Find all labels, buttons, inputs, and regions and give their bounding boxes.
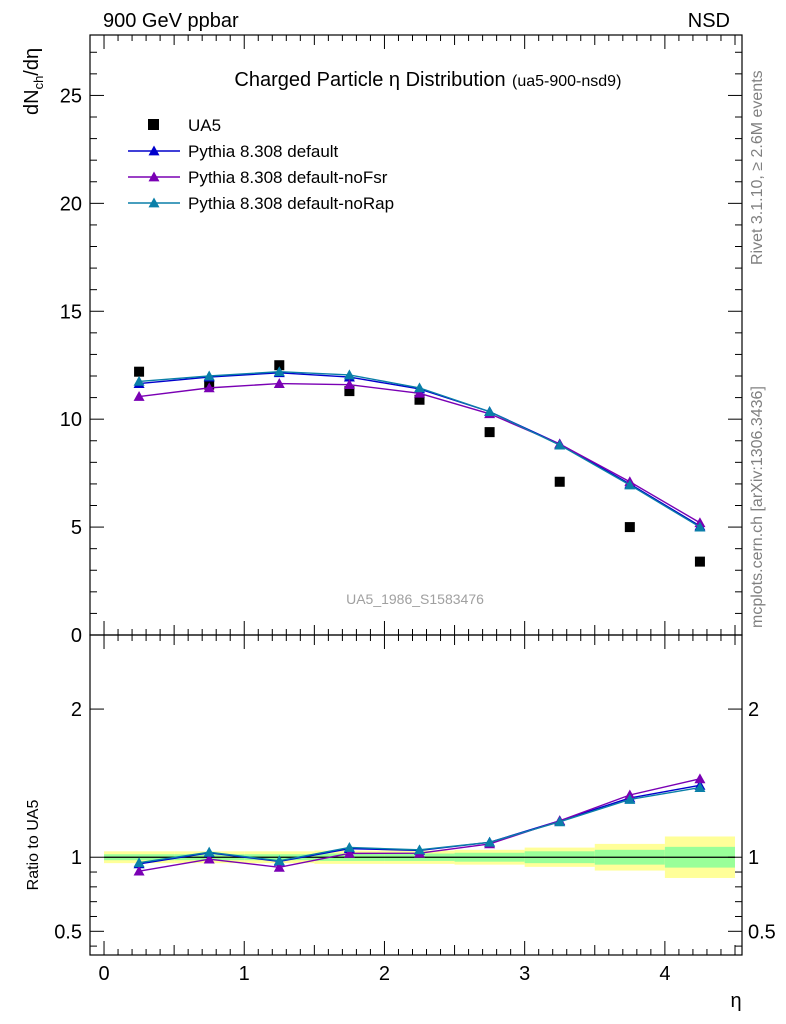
ratio-point-1 (343, 847, 355, 858)
main-axes: 0 5 10 15 20 25 (60, 34, 743, 647)
series-point-2 (273, 378, 285, 388)
mcplots-label: mcplots.cern.ch [arXiv:1306.3436] (749, 386, 766, 628)
ratio-y-tick-label-right: 1 (748, 847, 759, 869)
series-point-3 (484, 406, 496, 417)
series-point-3 (694, 521, 706, 532)
main-y-tick-label: 10 (60, 409, 82, 431)
legend-marker (148, 171, 160, 182)
legend-label: Pythia 8.308 default (188, 142, 339, 161)
ratio-y-tick-label-right: 2 (748, 699, 759, 721)
legend-label: Pythia 8.308 default-noFsr (188, 168, 388, 187)
series-point-2 (203, 382, 215, 393)
legend-label: UA5 (188, 116, 221, 135)
ratio-point-1 (273, 861, 285, 872)
plot-subtitle: (ua5-900-nsd9) (512, 73, 621, 90)
rivet-label: Rivet 3.1.10, ≥ 2.6M events (749, 70, 766, 265)
ratio-point-1 (133, 865, 145, 876)
ratio-point-2 (694, 782, 706, 792)
x-axis-label: η (730, 990, 741, 1012)
ratio-point-2 (133, 857, 145, 868)
ratio-point-2 (484, 836, 496, 847)
ratio-point-1 (694, 773, 706, 784)
ylabel-main: dN (21, 89, 43, 115)
ua5-point (274, 360, 285, 371)
ua5-point (414, 394, 425, 405)
ratio-series-layer (133, 773, 706, 876)
ratio-point-2 (554, 816, 566, 827)
ratio-point-2 (203, 846, 215, 857)
series-point-3 (343, 369, 355, 380)
ratio-frame (89, 634, 743, 956)
series-point-3 (203, 370, 215, 381)
ua5-point (624, 522, 635, 533)
ratio-y-axis-label: Ratio to UA5 (25, 800, 42, 891)
ratio-point-2 (414, 844, 426, 855)
series-point-2 (133, 391, 145, 401)
plot-title: Charged Particle η Distribution (234, 69, 505, 91)
ua5-point (554, 476, 565, 487)
main-y-tick-label: 20 (60, 193, 82, 215)
x-tick-label: 3 (519, 963, 530, 985)
ua5-point (344, 386, 355, 397)
x-tick-label: 4 (659, 963, 670, 985)
main-y-tick-label: 15 (60, 301, 82, 323)
main-y-tick-label: 25 (60, 85, 82, 107)
watermark: UA5_1986_S1583476 (346, 591, 484, 607)
header-left: 900 GeV ppbar (103, 10, 239, 32)
series-point-3 (133, 375, 145, 386)
main-y-tick-label: 5 (71, 517, 82, 539)
ratio-plot: 0.5 0.5 1 1 2 2 0 1 2 3 4 Ratio to UA5 η (25, 634, 776, 1012)
legend-marker (148, 197, 160, 208)
series-point-3 (414, 382, 426, 393)
x-tick-label: 2 (379, 963, 390, 985)
main-series-layer (133, 360, 706, 567)
ylabel-tail: /dη (21, 48, 43, 76)
ua5-point (694, 556, 705, 567)
y-axis-label-main: dNch/dη (21, 48, 46, 115)
legend-marker-ua5 (148, 119, 159, 130)
series-point-2 (343, 379, 355, 390)
ratio-y-tick-label: 0.5 (54, 921, 82, 943)
ua5-point (484, 427, 495, 438)
legend: UA5 Pythia 8.308 default Pythia 8.308 defa… (128, 116, 394, 213)
ratio-point-2 (343, 841, 355, 852)
x-tick-label: 0 (98, 963, 109, 985)
series-point-3 (273, 366, 285, 377)
header-right: NSD (688, 10, 730, 32)
ratio-point-1 (203, 853, 215, 864)
series-point-3 (554, 439, 566, 450)
legend-label: Pythia 8.308 default-noRap (188, 194, 394, 213)
ylabel-sub: ch (31, 76, 46, 90)
ua5-point (134, 366, 145, 377)
main-y-tick-label: 0 (71, 625, 82, 647)
ratio-axes: 0.5 0.5 1 1 2 2 0 1 2 3 4 (54, 634, 776, 985)
ratio-y-tick-label-right: 0.5 (748, 921, 776, 943)
ratio-point-2 (624, 793, 636, 804)
x-tick-label: 1 (239, 963, 250, 985)
ratio-y-tick-label: 2 (71, 699, 82, 721)
legend-marker (148, 145, 160, 156)
series-point-2 (414, 387, 426, 398)
main-plot: 0 5 10 15 20 25 Charged Particle η Distributi… (21, 34, 743, 647)
ratio-point-2 (273, 855, 285, 866)
ratio-y-tick-label: 1 (71, 847, 82, 869)
series-point-3 (624, 479, 636, 490)
